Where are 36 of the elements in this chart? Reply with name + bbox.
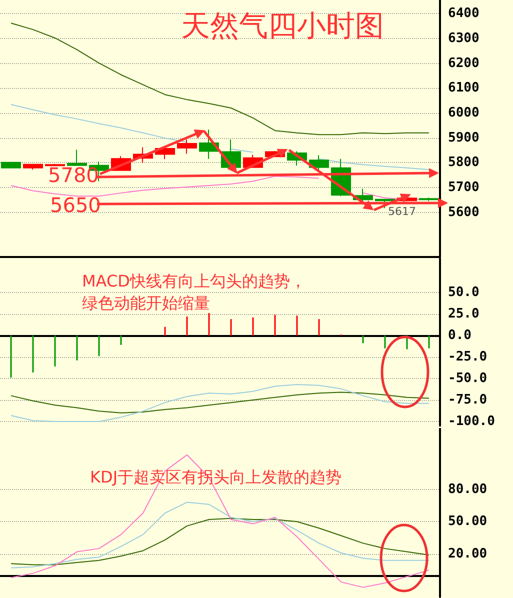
y-tick-label: 6200 [448,56,480,71]
y-tick-label: 5600 [448,204,480,220]
annotation: 5617 [388,205,416,218]
y-tick-label: 25.0 [448,306,480,322]
line-series [10,392,430,414]
y-tick-label: 0.0 [448,328,472,343]
line-series [10,454,430,588]
y-tick-label: 80.00 [448,482,488,497]
y-tick-label: 5900 [448,130,480,146]
chart-title: 天然气四小时图 [181,8,384,42]
candlestick [45,163,65,167]
candlestick [23,163,43,170]
line-series [10,518,430,566]
y-tick-label: 6300 [448,30,480,46]
line-series [10,502,430,568]
y-tick-label: -75.0 [448,392,488,408]
annotation: 5780 [48,163,99,187]
y-tick-label: 6100 [448,80,480,96]
candlestick [177,139,197,154]
y-tick-label: 20.00 [448,546,488,562]
annotation: MACD快线有向上勾头的趋势，绿色动能开始缩量 [82,272,306,312]
candlestick [309,154,329,172]
y-tick-label: 5700 [448,180,480,195]
y-tick-label: -50.0 [448,370,488,386]
candlestick [1,161,21,169]
line-series [10,384,430,422]
candlestick [67,149,87,166]
y-tick-label: 50.0 [448,284,480,300]
y-tick-label: -25.0 [448,349,488,364]
candlestick [419,197,439,202]
y-tick-label: -100.0 [448,414,496,429]
y-tick-label: 6000 [448,105,480,120]
annotation: 5650 [50,193,101,217]
y-tick-label: 5800 [448,155,480,170]
y-tick-label: 6400 [448,6,480,22]
y-tick-label: 50.00 [448,514,488,530]
